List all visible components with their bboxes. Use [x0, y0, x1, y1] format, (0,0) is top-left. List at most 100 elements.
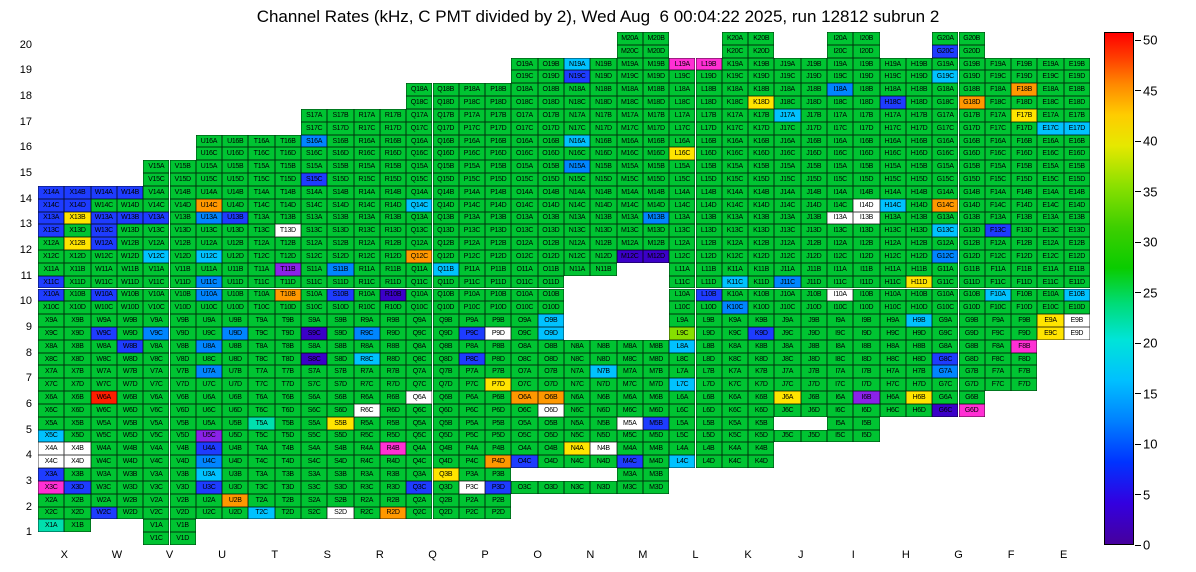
cell-S13D: S13D — [327, 224, 354, 238]
cell-L5A: L5A — [669, 416, 696, 430]
cell-F19B: F19B — [1011, 57, 1038, 71]
cell-E15C: E15C — [1037, 173, 1064, 186]
cell-S9A: S9A — [301, 314, 328, 327]
cell-Q10C: Q10C — [406, 301, 433, 315]
cell-G17D: G17D — [958, 121, 985, 135]
cell-R4D: R4D — [379, 455, 407, 469]
cell-N15B: N15B — [590, 160, 617, 174]
cell-X12C: X12C — [38, 250, 65, 263]
cell-N12C: N12C — [564, 250, 591, 263]
cell-K15B: K15B — [748, 160, 775, 174]
cell-M20B: M20B — [642, 32, 670, 45]
cell-M6A: M6A — [616, 391, 643, 404]
cell-V4C: V4C — [143, 455, 170, 469]
cell-O4D: O4D — [537, 455, 564, 469]
cell-O18C: O18C — [511, 96, 538, 109]
cell-R17B: R17B — [379, 108, 407, 122]
cell-J19C: J19C — [774, 70, 801, 84]
cell-G18D: G18D — [958, 96, 985, 109]
cell-E16B: E16B — [1063, 134, 1090, 148]
cell-W10D: W10D — [116, 301, 144, 315]
cell-M5D: M5D — [642, 429, 670, 443]
cell-K6A: K6A — [721, 391, 749, 404]
cell-E10D: E10D — [1063, 301, 1090, 315]
cell-M16B: M16B — [642, 134, 670, 148]
cell-R4B: R4B — [379, 442, 407, 456]
cell-H14C: H14C — [879, 198, 906, 212]
cell-R12D: R12D — [379, 250, 407, 263]
cell-G14A: G14A — [932, 185, 959, 199]
cell-J16B: J16B — [800, 134, 827, 148]
cell-O6B: O6B — [537, 391, 564, 404]
cell-E14D: E14D — [1063, 198, 1090, 212]
cell-W9B: W9B — [116, 314, 144, 327]
cell-R12C: R12C — [353, 250, 380, 263]
cell-J16A: J16A — [774, 134, 801, 148]
cell-P11C: P11C — [458, 275, 486, 289]
cell-Q3A: Q3A — [406, 468, 433, 481]
cell-N6D: N6D — [590, 403, 617, 417]
cell-J8C: J8C — [774, 352, 801, 366]
cell-F15D: F15D — [1011, 173, 1038, 186]
cell-T7B: T7B — [274, 365, 301, 379]
cell-H6C: H6C — [879, 403, 906, 417]
cell-F15B: F15B — [1011, 160, 1038, 174]
cell-E12B: E12B — [1063, 237, 1090, 250]
cell-T7A: T7A — [248, 365, 275, 379]
cell-S6C: S6C — [301, 403, 328, 417]
cell-H12C: H12C — [879, 250, 906, 263]
cell-R8C: R8C — [353, 352, 380, 366]
cell-R2A: R2A — [353, 493, 380, 507]
cell-X9C: X9C — [38, 326, 65, 340]
cell-G13C: G13C — [932, 224, 959, 238]
cell-U10C: U10C — [195, 301, 223, 315]
cell-I10C: I10C — [827, 301, 854, 315]
cell-X14C: X14C — [38, 198, 65, 212]
cell-I8B: I8B — [853, 339, 880, 353]
cell-G12B: G12B — [958, 237, 985, 250]
cell-V11B: V11B — [169, 262, 196, 276]
cell-Q9C: Q9C — [406, 326, 433, 340]
cell-N4A: N4A — [564, 442, 591, 456]
cell-J19B: J19B — [800, 57, 827, 71]
cell-P3A: P3A — [458, 468, 486, 481]
cell-V4A: V4A — [143, 442, 170, 456]
cell-U9B: U9B — [222, 314, 249, 327]
cell-N13B: N13B — [590, 211, 617, 225]
cell-P7A: P7A — [458, 365, 486, 379]
cell-N3D: N3D — [590, 480, 617, 494]
cell-W13A: W13A — [90, 211, 117, 225]
cell-M7C: M7C — [616, 378, 643, 392]
cell-R5D: R5D — [379, 429, 407, 443]
cell-G7A: G7A — [932, 365, 959, 379]
cell-R15D: R15D — [379, 173, 407, 186]
colorbar-tick-label-45: 45 — [1143, 83, 1158, 98]
cell-V10C: V10C — [143, 301, 170, 315]
cell-E13A: E13A — [1037, 211, 1064, 225]
cell-T10C: T10C — [248, 301, 275, 315]
cell-K7D: K7D — [748, 378, 775, 392]
cell-T2D: T2D — [274, 506, 301, 520]
cell-G9A: G9A — [932, 314, 959, 327]
cell-V6C: V6C — [143, 403, 170, 417]
cell-F14B: F14B — [1011, 185, 1038, 199]
cell-Q16B: Q16B — [432, 134, 459, 148]
y-axis-label-18: 18 — [19, 90, 32, 103]
cell-G16B: G16B — [958, 134, 985, 148]
cell-W2A: W2A — [90, 493, 117, 507]
cell-W5D: W5D — [116, 429, 144, 443]
cell-J9B: J9B — [800, 314, 827, 327]
cell-R17A: R17A — [353, 108, 380, 122]
cell-U15B: U15B — [222, 160, 249, 174]
cell-J10B: J10B — [800, 288, 827, 302]
cell-F19D: F19D — [1011, 70, 1038, 84]
cell-M19B: M19B — [642, 57, 670, 71]
cell-I17C: I17C — [827, 121, 854, 135]
cell-P7B: P7B — [485, 365, 512, 379]
cell-X2B: X2B — [64, 493, 91, 507]
cell-O8B: O8B — [537, 339, 564, 353]
cell-M4D: M4D — [642, 455, 670, 469]
cell-M13B: M13B — [642, 211, 670, 225]
cell-M4B: M4B — [642, 442, 670, 456]
cell-I17A: I17A — [827, 108, 854, 122]
